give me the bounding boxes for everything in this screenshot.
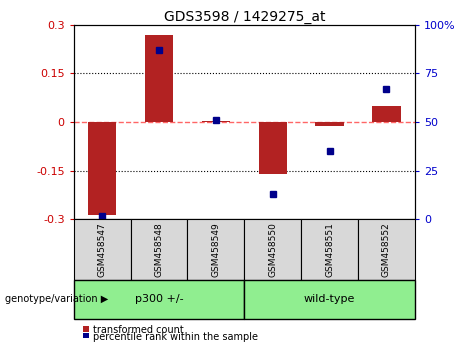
Bar xyxy=(201,120,230,122)
Text: wild-type: wild-type xyxy=(304,294,355,304)
Title: GDS3598 / 1429275_at: GDS3598 / 1429275_at xyxy=(164,10,325,24)
Text: GSM458547: GSM458547 xyxy=(98,222,106,277)
Bar xyxy=(315,122,344,126)
Text: GSM458548: GSM458548 xyxy=(154,222,164,277)
Text: GSM458551: GSM458551 xyxy=(325,222,334,277)
Bar xyxy=(145,34,173,122)
Bar xyxy=(372,106,401,122)
Text: transformed count: transformed count xyxy=(93,325,184,335)
Bar xyxy=(88,122,116,215)
Text: genotype/variation ▶: genotype/variation ▶ xyxy=(5,294,108,304)
Text: percentile rank within the sample: percentile rank within the sample xyxy=(93,332,258,342)
Bar xyxy=(259,122,287,174)
Text: GSM458549: GSM458549 xyxy=(212,222,220,277)
Text: GSM458550: GSM458550 xyxy=(268,222,277,277)
Text: GSM458552: GSM458552 xyxy=(382,222,391,277)
Text: p300 +/-: p300 +/- xyxy=(135,294,183,304)
